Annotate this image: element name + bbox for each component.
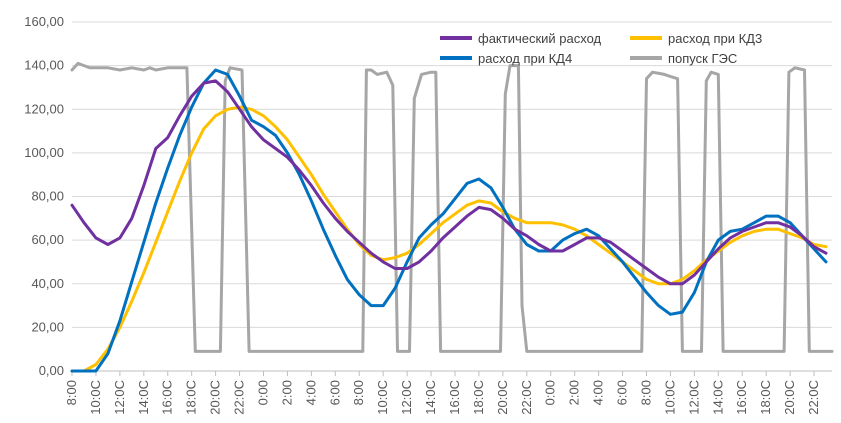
x-tick-label: 16:0C (734, 380, 749, 415)
x-tick-label: 14:0C (423, 380, 438, 415)
x-tick-label: 12:0C (112, 380, 127, 415)
x-tick-label: 14:0C (136, 380, 151, 415)
series-line-3 (70, 61, 834, 353)
x-tick-label: 2:00 (567, 380, 582, 405)
x-tick-label: 4:00 (303, 380, 318, 405)
series-line-1 (70, 105, 828, 373)
x-tick-label: 18:0C (758, 380, 773, 415)
x-tick-label: 22:0C (806, 380, 821, 415)
y-tick-label: 60,00 (31, 232, 64, 247)
x-tick-label: 10:0C (375, 380, 390, 415)
x-tick-label: 6:00 (327, 380, 342, 405)
x-axis-labels: 8:00 10:0C 12:0C 14:0C 16:0C 18:0C 20:0C 22:0C 0… (64, 380, 821, 415)
y-tick-label: 140,00 (24, 58, 64, 73)
x-tick-label: 18:0C (184, 380, 199, 415)
y-tick-label: 120,00 (24, 101, 64, 116)
y-tick-label: 100,00 (24, 145, 64, 160)
x-tick-label: 16:0C (160, 380, 175, 415)
y-tick-label: 0,00 (39, 363, 64, 378)
series-line-2 (70, 68, 828, 373)
x-tick-label: 10:0C (88, 380, 103, 415)
x-tick-label: 20:0C (495, 380, 510, 415)
x-tick-label: 4:00 (591, 380, 606, 405)
legend-label: попуск ГЭС (668, 51, 737, 66)
x-tick-label: 22:0C (519, 380, 534, 415)
x-tick-label: 10:0C (662, 380, 677, 415)
x-tick-label: 8:00 (638, 380, 653, 405)
y-axis-labels: 0,00 20,00 40,00 60,00 80,00 100,00 120,00 140,… (24, 14, 64, 378)
x-tick-label: 22:0C (232, 380, 247, 415)
legend-label: расход при КД3 (668, 31, 762, 46)
x-tick-label: 20:0C (208, 380, 223, 415)
x-tick-label: 16:0C (447, 380, 462, 415)
y-tick-label: 80,00 (31, 189, 64, 204)
legend-label: фактический расход (478, 31, 602, 46)
y-tick-label: 160,00 (24, 14, 64, 29)
x-tick-label: 6:00 (615, 380, 630, 405)
legend-label: расход при КД4 (478, 51, 572, 66)
x-tick-label: 0:00 (543, 380, 558, 405)
x-axis (71, 371, 815, 376)
x-tick-label: 12:0C (399, 380, 414, 415)
x-tick-label: 8:00 (351, 380, 366, 405)
y-tick-label: 40,00 (31, 276, 64, 291)
x-tick-label: 12:0C (686, 380, 701, 415)
x-tick-label: 20:0C (782, 380, 797, 415)
x-tick-label: 0:00 (255, 380, 270, 405)
gridlines (72, 21, 832, 372)
x-tick-label: 14:0C (710, 380, 725, 415)
legend: фактический расход расход при КД3 расход п… (440, 31, 762, 66)
x-tick-label: 2:00 (279, 380, 294, 405)
x-tick-label: 18:0C (471, 380, 486, 415)
series-line-0 (70, 79, 828, 286)
x-tick-label: 8:00 (64, 380, 79, 405)
y-tick-label: 20,00 (31, 319, 64, 334)
series-lines (70, 61, 834, 373)
